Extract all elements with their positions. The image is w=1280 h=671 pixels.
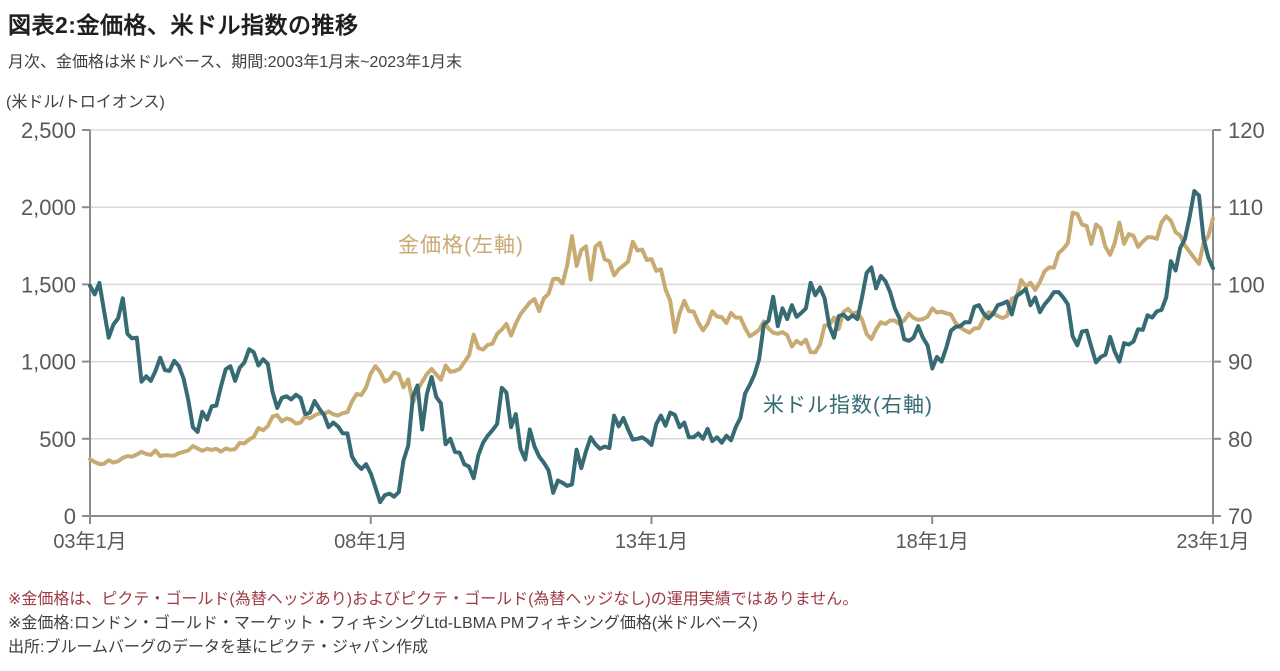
right-axis-tick-label: 110	[1228, 195, 1263, 220]
source-note: 出所:ブルームバーグのデータを基にピクテ・ジャパン作成	[8, 639, 428, 656]
right-axis-tick-label: 80	[1228, 427, 1252, 452]
x-axis-tick-label: 03年1月	[53, 530, 126, 553]
left-axis-tick-label: 0	[64, 504, 76, 529]
gold-series-label: 金価格(左軸)	[398, 234, 524, 257]
right-axis-tick-label: 90	[1228, 350, 1252, 375]
x-axis-tick-label: 08年1月	[334, 530, 407, 553]
x-axis-tick-label: 23年1月	[1176, 530, 1249, 553]
x-axis-tick-label: 13年1月	[615, 530, 688, 553]
left-axis-tick-label: 2,000	[21, 195, 76, 220]
left-axis-tick-label: 1,000	[21, 350, 76, 375]
chart-subtitle: 月次、金価格は米ドルベース、期間:2003年1月末~2023年1月末	[8, 54, 462, 71]
disclaimer-note: ※金価格は、ピクテ・ゴールド(為替ヘッジあり)およびピクテ・ゴールド(為替ヘッジ…	[8, 591, 859, 608]
gold-price-definition-note: ※金価格:ロンドン・ゴールド・マーケット・フィキシングLtd-LBMA PMフィ…	[8, 615, 758, 632]
chart-title: 図表2:金価格、米ドル指数の推移	[8, 12, 359, 38]
footnotes: ※金価格は、ピクテ・ゴールド(為替ヘッジあり)およびピクテ・ゴールド(為替ヘッジ…	[8, 588, 858, 660]
right-axis-tick-label: 100	[1228, 272, 1265, 297]
left-axis-tick-label: 1,500	[21, 272, 76, 297]
gold-price-line	[88, 210, 1215, 467]
right-axis-tick-label: 120	[1228, 118, 1265, 143]
line-chart: 0 500 1,000 1,500 2,000 2,500 70 80 90 100 110 120 0…	[21, 118, 1265, 553]
usd-index-line	[88, 189, 1215, 505]
left-axis-unit-label: (米ドル/トロイオンス)	[6, 94, 165, 111]
right-axis-tick-label: 70	[1228, 504, 1252, 529]
left-axis-tick-label: 2,500	[21, 118, 76, 143]
x-axis-tick-label: 18年1月	[896, 530, 969, 553]
left-axis-tick-label: 500	[39, 427, 76, 452]
usd-index-series-label: 米ドル指数(右軸)	[763, 394, 933, 417]
